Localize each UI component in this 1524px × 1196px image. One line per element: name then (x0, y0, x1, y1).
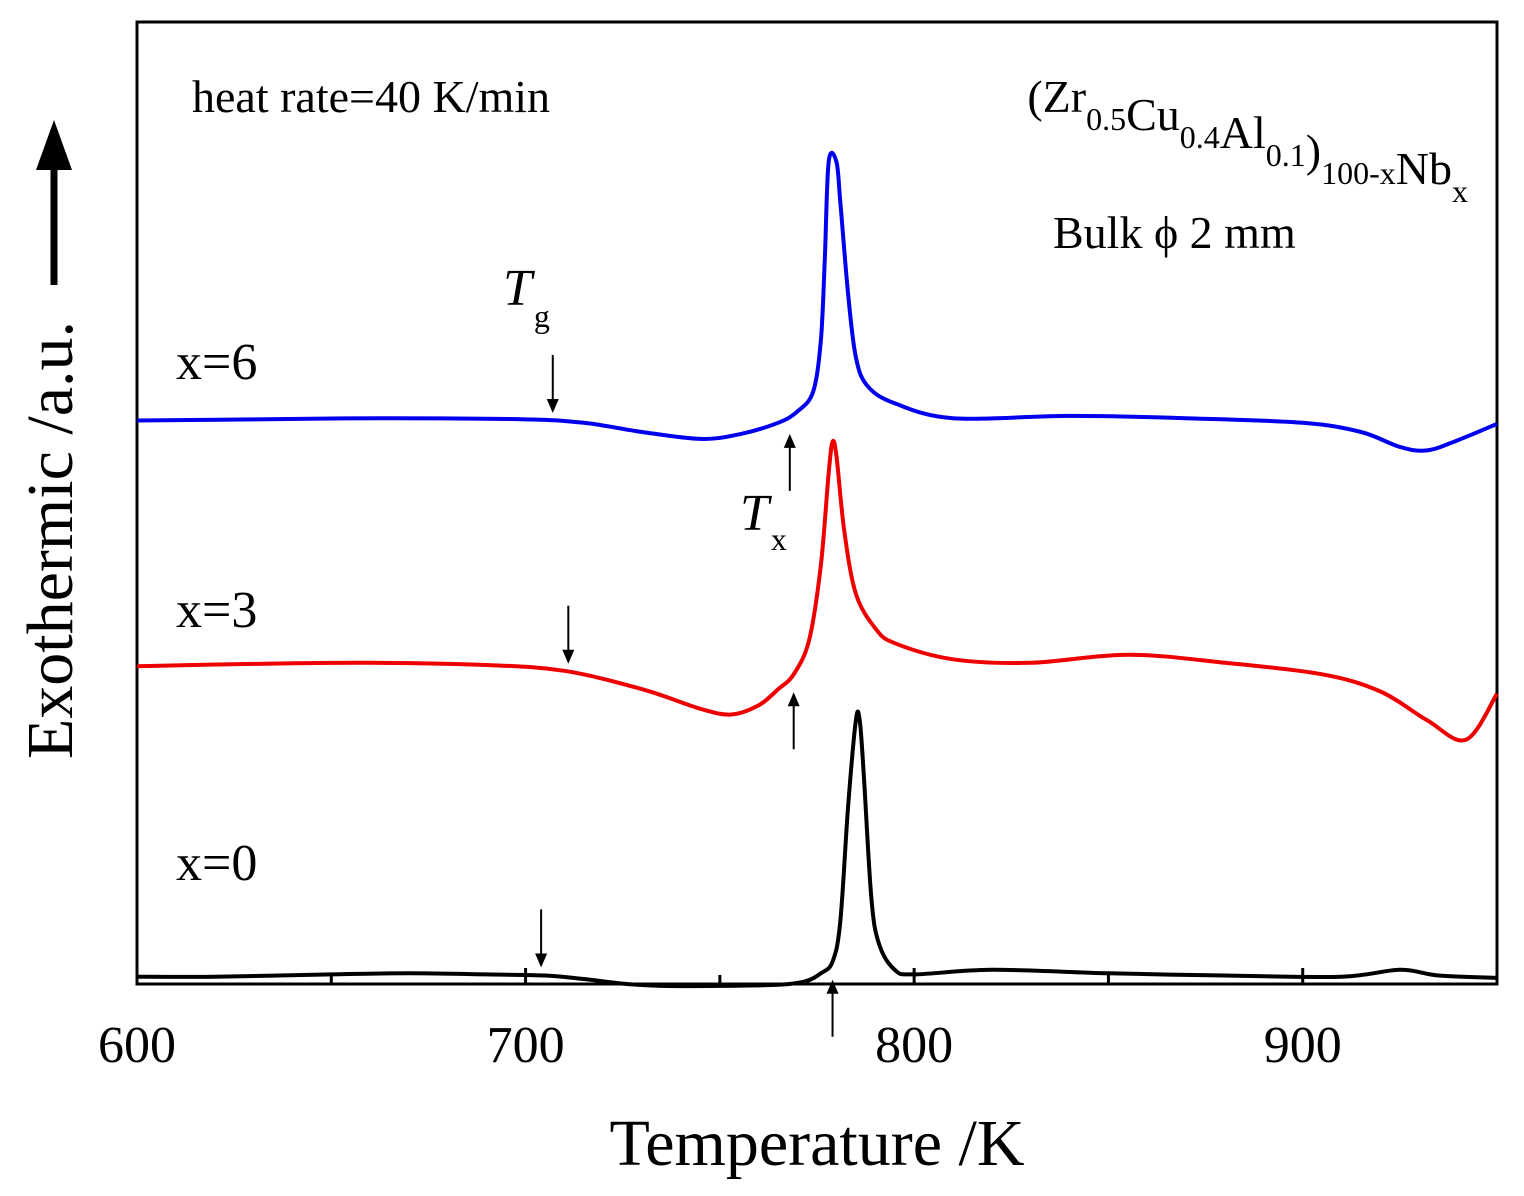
curve-label-x6: x=6 (176, 334, 257, 391)
x-tick-label: 700 (487, 1017, 565, 1074)
x-tick-label: 800 (875, 1017, 953, 1074)
series-layer (136, 150, 1499, 989)
tx-arrow-x6 (783, 433, 796, 491)
curve-label-x3: x=3 (176, 582, 257, 639)
y-axis-title: Exothermic /a.u. (14, 321, 87, 759)
curve-labels: x=0 x=3 x=6 (176, 334, 257, 892)
composition-element: Al (1220, 107, 1266, 158)
sample-annotation: Bulk ϕ 2 mm (1053, 207, 1296, 258)
composition-element: Cu (1126, 89, 1180, 140)
series-line-x6 (136, 150, 1498, 453)
plot-frame (135, 20, 1499, 986)
tg-arrow-x0 (535, 909, 548, 968)
tx-arrow-x0 (826, 979, 839, 1037)
tg-arrow-x3 (562, 605, 575, 664)
composition-subscript: 0.4 (1180, 119, 1220, 155)
series-line-x3 (136, 438, 1499, 743)
series-line-x0 (136, 709, 1498, 989)
composition-annotation: (Zr0.5Cu0.4Al0.1)100-xNbx (1027, 71, 1468, 209)
composition-element: Nb (1396, 143, 1452, 194)
composition-subscript: 0.1 (1266, 137, 1306, 173)
heat-rate-annotation: heat rate=40 K/min (192, 71, 550, 122)
tx-arrow-x3 (787, 692, 800, 750)
transition-markers (535, 354, 839, 1037)
composition-element: (Zr (1027, 71, 1086, 122)
x-tick-label: 900 (1264, 1017, 1342, 1074)
composition-subscript: 100-x (1321, 155, 1396, 191)
curve-label-x0: x=0 (176, 835, 257, 892)
composition-subscript: 0.5 (1086, 101, 1126, 137)
x-axis-title: Temperature /K (609, 1107, 1024, 1180)
x-axis-tick-labels: 600 700 800 900 (98, 1017, 1342, 1074)
composition-subscript: x (1452, 173, 1468, 209)
tg-arrow-x6 (546, 354, 559, 413)
y-axis-direction-arrow-icon (36, 120, 72, 285)
tg-label: Tg (503, 260, 550, 334)
composition-element: ) (1306, 125, 1321, 176)
x-tick-label: 600 (98, 1017, 176, 1074)
tx-label: Tx (740, 485, 787, 557)
